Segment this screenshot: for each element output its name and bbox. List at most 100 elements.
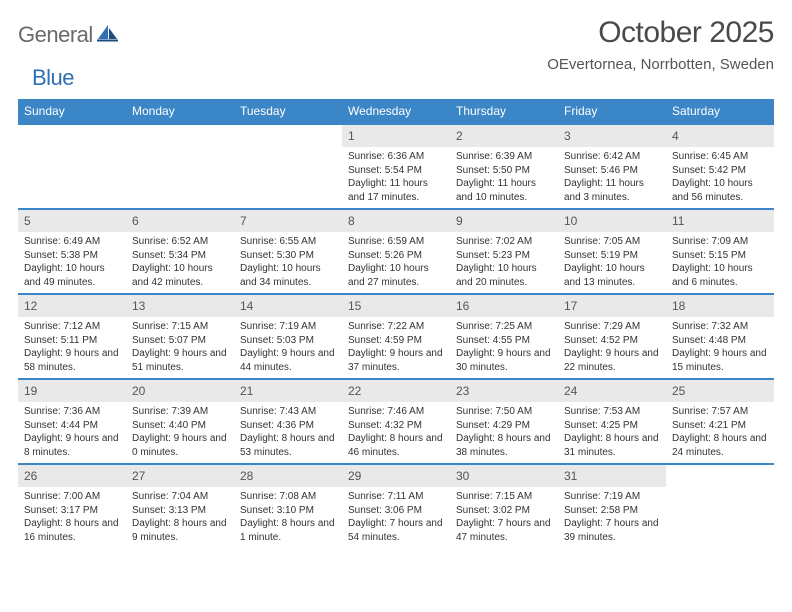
day-info: Sunrise: 7:29 AMSunset: 4:52 PMDaylight:… (558, 317, 666, 378)
daylight-text: Daylight: 8 hours and 46 minutes. (348, 432, 444, 459)
day-cell: 25Sunrise: 7:57 AMSunset: 4:21 PMDayligh… (666, 380, 774, 463)
day-cell (18, 125, 126, 208)
sunset-text: Sunset: 5:50 PM (456, 164, 552, 178)
day-number: 24 (564, 384, 577, 398)
day-info: Sunrise: 7:02 AMSunset: 5:23 PMDaylight:… (450, 232, 558, 293)
day-number: 3 (564, 129, 571, 143)
logo-sail-icon (97, 24, 119, 47)
day-cell: 6Sunrise: 6:52 AMSunset: 5:34 PMDaylight… (126, 210, 234, 293)
sunrise-text: Sunrise: 7:12 AM (24, 320, 120, 334)
dayhead-thu: Thursday (450, 99, 558, 123)
day-number: 14 (240, 299, 253, 313)
sunset-text: Sunset: 5:38 PM (24, 249, 120, 263)
day-info: Sunrise: 7:25 AMSunset: 4:55 PMDaylight:… (450, 317, 558, 378)
sunset-text: Sunset: 4:36 PM (240, 419, 336, 433)
daynum-bar: 31 (558, 465, 666, 487)
daylight-text: Daylight: 10 hours and 42 minutes. (132, 262, 228, 289)
day-cell: 23Sunrise: 7:50 AMSunset: 4:29 PMDayligh… (450, 380, 558, 463)
day-cell: 12Sunrise: 7:12 AMSunset: 5:11 PMDayligh… (18, 295, 126, 378)
day-info: Sunrise: 7:19 AMSunset: 5:03 PMDaylight:… (234, 317, 342, 378)
daynum-bar: 23 (450, 380, 558, 402)
calendar-page: General October 2025 OEvertornea, Norrbo… (0, 0, 792, 548)
week-row: 19Sunrise: 7:36 AMSunset: 4:44 PMDayligh… (18, 378, 774, 463)
day-number: 29 (348, 469, 361, 483)
day-cell: 26Sunrise: 7:00 AMSunset: 3:17 PMDayligh… (18, 465, 126, 548)
day-number: 16 (456, 299, 469, 313)
daynum-bar: 29 (342, 465, 450, 487)
day-info: Sunrise: 7:19 AMSunset: 2:58 PMDaylight:… (558, 487, 666, 548)
sunset-text: Sunset: 5:46 PM (564, 164, 660, 178)
daynum-bar: 7 (234, 210, 342, 232)
sunrise-text: Sunrise: 7:57 AM (672, 405, 768, 419)
day-info: Sunrise: 6:49 AMSunset: 5:38 PMDaylight:… (18, 232, 126, 293)
daynum-bar: 14 (234, 295, 342, 317)
daynum-bar: 4 (666, 125, 774, 147)
sunrise-text: Sunrise: 7:04 AM (132, 490, 228, 504)
day-cell: 30Sunrise: 7:15 AMSunset: 3:02 PMDayligh… (450, 465, 558, 548)
sunset-text: Sunset: 5:23 PM (456, 249, 552, 263)
day-number: 15 (348, 299, 361, 313)
sunset-text: Sunset: 3:10 PM (240, 504, 336, 518)
daylight-text: Daylight: 8 hours and 1 minute. (240, 517, 336, 544)
sunrise-text: Sunrise: 6:42 AM (564, 150, 660, 164)
day-info: Sunrise: 7:15 AMSunset: 5:07 PMDaylight:… (126, 317, 234, 378)
day-info: Sunrise: 6:52 AMSunset: 5:34 PMDaylight:… (126, 232, 234, 293)
day-cell: 16 Sunrise: 7:25 AMSunset: 4:55 PMDayligh… (450, 295, 558, 378)
day-info: Sunrise: 7:04 AMSunset: 3:13 PMDaylight:… (126, 487, 234, 548)
daynum-bar: 11 (666, 210, 774, 232)
sunset-text: Sunset: 3:17 PM (24, 504, 120, 518)
day-number: 4 (672, 129, 679, 143)
sunset-text: Sunset: 5:34 PM (132, 249, 228, 263)
sunset-text: Sunset: 4:44 PM (24, 419, 120, 433)
sunset-text: Sunset: 5:26 PM (348, 249, 444, 263)
daylight-text: Daylight: 8 hours and 16 minutes. (24, 517, 120, 544)
day-info: Sunrise: 6:42 AMSunset: 5:46 PMDaylight:… (558, 147, 666, 208)
weeks-container: 1Sunrise: 6:36 AMSunset: 5:54 PMDaylight… (18, 123, 774, 548)
daylight-text: Daylight: 10 hours and 56 minutes. (672, 177, 768, 204)
daynum-bar: 10 (558, 210, 666, 232)
day-header-row: Sunday Monday Tuesday Wednesday Thursday… (18, 99, 774, 123)
daynum-bar: 26 (18, 465, 126, 487)
day-cell: 21Sunrise: 7:43 AMSunset: 4:36 PMDayligh… (234, 380, 342, 463)
day-number: 7 (240, 214, 247, 228)
day-info: Sunrise: 7:43 AMSunset: 4:36 PMDaylight:… (234, 402, 342, 463)
day-info: Sunrise: 6:45 AMSunset: 5:42 PMDaylight:… (666, 147, 774, 208)
day-number: 19 (24, 384, 37, 398)
day-cell: 27 Sunrise: 7:04 AMSunset: 3:13 PMDayligh… (126, 465, 234, 548)
day-cell: 1Sunrise: 6:36 AMSunset: 5:54 PMDaylight… (342, 125, 450, 208)
sunrise-text: Sunrise: 7:32 AM (672, 320, 768, 334)
daynum-bar: 28 (234, 465, 342, 487)
daynum-bar (18, 125, 126, 129)
sunrise-text: Sunrise: 7:29 AM (564, 320, 660, 334)
day-number: 27 (132, 469, 145, 483)
sunrise-text: Sunrise: 7:22 AM (348, 320, 444, 334)
daynum-bar: 15 (342, 295, 450, 317)
day-number: 13 (132, 299, 145, 313)
daylight-text: Daylight: 9 hours and 15 minutes. (672, 347, 768, 374)
daynum-bar: 3 (558, 125, 666, 147)
daynum-bar: 5 (18, 210, 126, 232)
day-cell: 10Sunrise: 7:05 AMSunset: 5:19 PMDayligh… (558, 210, 666, 293)
day-number: 1 (348, 129, 355, 143)
day-number: 11 (672, 214, 684, 228)
daylight-text: Daylight: 9 hours and 8 minutes. (24, 432, 120, 459)
sunrise-text: Sunrise: 6:36 AM (348, 150, 444, 164)
day-info: Sunrise: 7:09 AMSunset: 5:15 PMDaylight:… (666, 232, 774, 293)
sunrise-text: Sunrise: 6:59 AM (348, 235, 444, 249)
sunrise-text: Sunrise: 7:11 AM (348, 490, 444, 504)
sunset-text: Sunset: 4:59 PM (348, 334, 444, 348)
sunrise-text: Sunrise: 6:39 AM (456, 150, 552, 164)
daynum-bar: 8 (342, 210, 450, 232)
day-cell: 29Sunrise: 7:11 AMSunset: 3:06 PMDayligh… (342, 465, 450, 548)
sunset-text: Sunset: 5:11 PM (24, 334, 120, 348)
sunset-text: Sunset: 3:13 PM (132, 504, 228, 518)
day-info: Sunrise: 7:12 AMSunset: 5:11 PMDaylight:… (18, 317, 126, 378)
week-row: 12Sunrise: 7:12 AMSunset: 5:11 PMDayligh… (18, 293, 774, 378)
day-info: Sunrise: 7:50 AMSunset: 4:29 PMDaylight:… (450, 402, 558, 463)
dayhead-sun: Sunday (18, 99, 126, 123)
sunset-text: Sunset: 4:55 PM (456, 334, 552, 348)
day-cell: 15Sunrise: 7:22 AMSunset: 4:59 PMDayligh… (342, 295, 450, 378)
day-number: 28 (240, 469, 253, 483)
daylight-text: Daylight: 11 hours and 10 minutes. (456, 177, 552, 204)
daylight-text: Daylight: 8 hours and 53 minutes. (240, 432, 336, 459)
